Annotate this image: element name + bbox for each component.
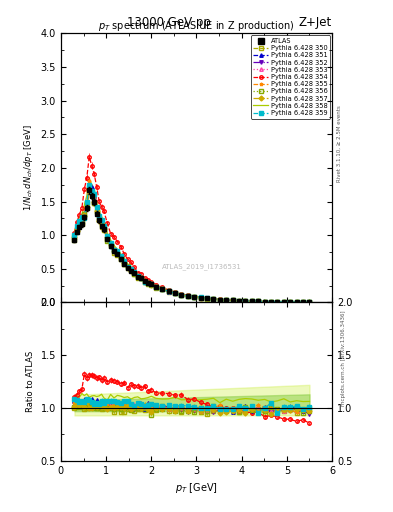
Pythia 6.428 358	[185, 292, 190, 298]
Title: $p_T$ spectrum (ATLAS UE in Z production): $p_T$ spectrum (ATLAS UE in Z production…	[98, 19, 295, 33]
Pythia 6.428 358	[198, 294, 203, 301]
Pythia 6.428 358	[72, 229, 77, 236]
Pythia 6.428 358	[307, 299, 312, 305]
Line: Pythia 6.428 358: Pythia 6.428 358	[75, 178, 310, 302]
Pythia 6.428 358	[87, 175, 92, 181]
Text: ATLAS_2019_I1736531: ATLAS_2019_I1736531	[162, 263, 242, 270]
Y-axis label: Ratio to ATLAS: Ratio to ATLAS	[26, 351, 35, 412]
Pythia 6.428 358	[125, 261, 130, 267]
Pythia 6.428 358	[82, 202, 87, 208]
Pythia 6.428 358	[288, 299, 293, 305]
Text: Rivet 3.1.10, ≥ 2.5M events: Rivet 3.1.10, ≥ 2.5M events	[336, 105, 341, 182]
Text: mcplots.cern.ch [arXiv:1306.3436]: mcplots.cern.ch [arXiv:1306.3436]	[342, 311, 346, 406]
Pythia 6.428 358	[145, 278, 150, 284]
Legend: ATLAS, Pythia 6.428 350, Pythia 6.428 351, Pythia 6.428 352, Pythia 6.428 353, P: ATLAS, Pythia 6.428 350, Pythia 6.428 35…	[251, 35, 330, 119]
Y-axis label: $1/N_{ch}\,dN_{ch}/dp_T$ [GeV]: $1/N_{ch}\,dN_{ch}/dp_T$ [GeV]	[22, 124, 35, 211]
Text: Z+Jet: Z+Jet	[298, 16, 331, 29]
Text: 13000 GeV pp: 13000 GeV pp	[127, 16, 211, 29]
X-axis label: $p_T$ [GeV]: $p_T$ [GeV]	[175, 481, 218, 495]
